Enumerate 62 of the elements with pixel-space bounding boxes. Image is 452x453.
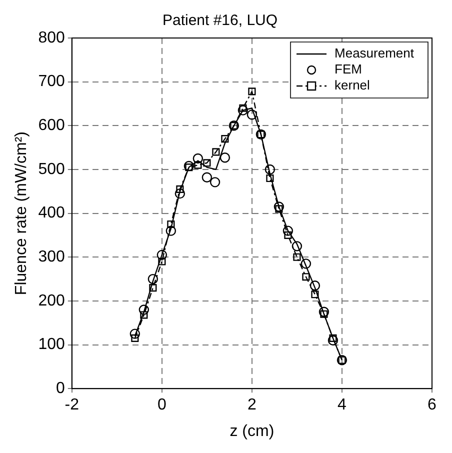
point: [130, 328, 140, 339]
y-tick-label: 400: [38, 204, 65, 222]
point: [176, 185, 184, 193]
point: [156, 250, 168, 260]
point: [320, 310, 328, 318]
point: [221, 135, 229, 143]
point: [192, 153, 204, 164]
point: [202, 172, 212, 182]
point: [239, 104, 247, 112]
legend-label: Measurement: [334, 46, 414, 61]
x-tick-label: 6: [428, 396, 437, 414]
point: [329, 334, 337, 342]
point: [311, 290, 319, 298]
point: [328, 335, 338, 346]
point: [149, 284, 157, 292]
point: [184, 160, 194, 172]
point: [174, 188, 186, 199]
legend-label: kernel: [334, 78, 370, 93]
point: [238, 105, 248, 116]
y-tick-label: 700: [38, 73, 65, 90]
point: [275, 205, 283, 213]
legend-label: FEM: [334, 62, 362, 77]
point: [131, 334, 139, 342]
x-axis-title: z (cm): [230, 422, 274, 440]
y-tick-label: 500: [38, 160, 65, 178]
y-tick-label: 100: [38, 336, 65, 354]
point: [185, 164, 193, 172]
x-tick-label: 2: [247, 396, 256, 414]
point: [138, 304, 150, 315]
point: [167, 220, 175, 228]
point: [203, 159, 211, 167]
point: [210, 177, 220, 188]
chart-title: Patient #16, LUQ: [162, 12, 278, 30]
y-tick-label: 600: [38, 117, 65, 134]
point: [212, 148, 220, 156]
point: [246, 110, 258, 120]
x-tick-label: -2: [64, 396, 80, 414]
point: [318, 306, 330, 318]
point: [148, 274, 158, 284]
point: [310, 280, 320, 291]
point: [264, 164, 276, 175]
point: [194, 161, 202, 169]
y-tick-label: 0: [56, 380, 65, 398]
x-tick-label: 4: [338, 396, 347, 414]
point: [166, 226, 176, 236]
point: [284, 231, 292, 239]
y-axis-title: Fluence rate (mW/cm²): [13, 132, 30, 296]
point: [248, 88, 256, 96]
x-tick-label: 0: [157, 396, 166, 414]
point: [292, 241, 302, 252]
point: [266, 174, 274, 182]
point: [302, 273, 310, 281]
y-tick-label: 800: [38, 29, 65, 46]
point: [140, 311, 148, 319]
point: [220, 152, 230, 163]
point: [293, 253, 301, 261]
y-tick-label: 300: [38, 248, 65, 266]
y-tick-label: 200: [38, 292, 65, 310]
point: [158, 258, 166, 266]
point: [274, 202, 284, 212]
point: [282, 226, 294, 236]
point: [300, 258, 312, 269]
